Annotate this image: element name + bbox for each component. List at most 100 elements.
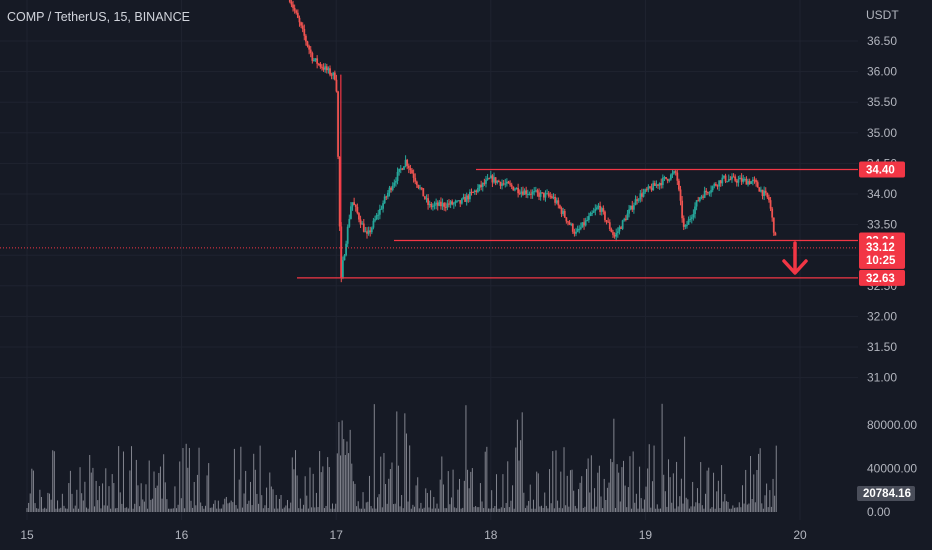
volume-bar	[682, 503, 684, 512]
volume-bar	[139, 506, 141, 512]
volume-bar	[311, 507, 313, 512]
volume-bar	[725, 501, 727, 512]
candle-body	[525, 190, 528, 195]
volume-bar	[705, 493, 707, 512]
candle-body	[658, 183, 661, 186]
volume-bar	[475, 506, 477, 512]
candle-body	[774, 232, 777, 236]
volume-bar	[94, 506, 96, 512]
price-axis[interactable]: 36.5036.0035.5035.0034.5034.0033.5033.00…	[867, 34, 897, 385]
candle-body	[740, 177, 743, 182]
candle-body	[377, 214, 380, 216]
volume-bar	[616, 464, 618, 512]
volume-bar	[520, 440, 522, 512]
volume-bar	[656, 504, 658, 512]
volume-bar	[701, 505, 703, 512]
candle-body	[624, 218, 627, 220]
candle-body	[493, 177, 495, 183]
candle-body	[330, 74, 333, 76]
volume-bar	[121, 503, 123, 512]
volume-bar	[659, 508, 661, 512]
volume-bar	[338, 422, 340, 512]
volume-bar	[221, 508, 223, 512]
volume-bar	[582, 507, 584, 512]
volume-bar	[491, 490, 493, 512]
volume-bar	[190, 500, 192, 512]
volume-bar	[462, 507, 464, 512]
candle-body	[557, 200, 560, 206]
volume-bar	[465, 405, 467, 512]
candle-body	[669, 174, 672, 180]
candle-body	[541, 192, 544, 194]
candle-body	[560, 208, 563, 214]
symbol-title: COMP / TetherUS, 15, BINANCE	[7, 10, 190, 24]
volume-bar	[460, 508, 462, 512]
candle-body	[623, 218, 626, 221]
volume-bar	[569, 470, 571, 512]
candle-body	[480, 184, 483, 188]
volume-bar	[222, 504, 224, 512]
candle-body	[460, 198, 463, 204]
volume-bar	[471, 468, 473, 512]
candle-body	[362, 223, 365, 232]
candle-body	[745, 178, 748, 185]
candle-body	[608, 222, 611, 229]
candle-body	[631, 205, 634, 210]
tag-resistance-text: 34.40	[866, 165, 895, 177]
volume-bar	[108, 486, 110, 512]
volume-bar	[732, 505, 734, 512]
candle-body	[364, 231, 367, 233]
volume-bar	[116, 507, 118, 512]
volume-bar	[618, 472, 620, 512]
candle-body	[724, 175, 727, 182]
volume-bar	[357, 501, 359, 512]
volume-bar	[531, 508, 533, 512]
candle-body	[743, 178, 746, 180]
volume-bar	[455, 508, 457, 512]
volume-bar	[32, 470, 34, 512]
price-tick-label: 32.00	[867, 309, 897, 323]
volume-bar	[526, 505, 528, 512]
candle-body	[674, 171, 677, 173]
volume-bar	[229, 502, 231, 512]
candle-body	[489, 175, 492, 179]
volume-bar	[487, 508, 489, 512]
candle-body	[366, 231, 368, 234]
volume-bar	[52, 450, 54, 512]
volume-bar	[606, 487, 608, 512]
volume-bar	[362, 492, 364, 512]
candle-body	[343, 255, 346, 261]
volume-bar	[389, 469, 391, 512]
volume-bar	[690, 506, 692, 512]
volume-bar	[213, 503, 215, 512]
volume-bar	[605, 499, 607, 512]
volume-bar	[172, 508, 174, 512]
tag-resistance-bg	[859, 161, 905, 178]
time-tick-label: 18	[484, 528, 498, 542]
candle-body	[314, 58, 317, 61]
candle-body	[470, 191, 473, 193]
volume-bar	[249, 481, 251, 512]
candle-body	[618, 227, 621, 232]
candle-body	[737, 179, 740, 183]
volume-bar	[386, 503, 388, 512]
volume-bar	[286, 500, 288, 512]
volume-bar	[158, 472, 160, 512]
volume-bar	[499, 508, 501, 512]
volume-bar	[372, 508, 374, 512]
candle-body	[562, 210, 565, 214]
volume-bar	[73, 508, 75, 512]
volume-tick-label: 40000.00	[867, 461, 917, 475]
volume-bar	[560, 471, 562, 512]
volume-bar	[717, 480, 719, 512]
time-axis[interactable]: 15 16 17 18 19 20	[20, 528, 807, 542]
candle-body	[549, 195, 552, 197]
volume-bar	[196, 474, 198, 512]
candle-body	[650, 187, 653, 191]
candle-body	[697, 200, 700, 202]
volume-bar	[426, 492, 428, 512]
volume-bar	[233, 448, 235, 512]
volume-bar	[391, 462, 393, 512]
volume-bar	[227, 503, 229, 512]
candle-body	[710, 190, 712, 193]
